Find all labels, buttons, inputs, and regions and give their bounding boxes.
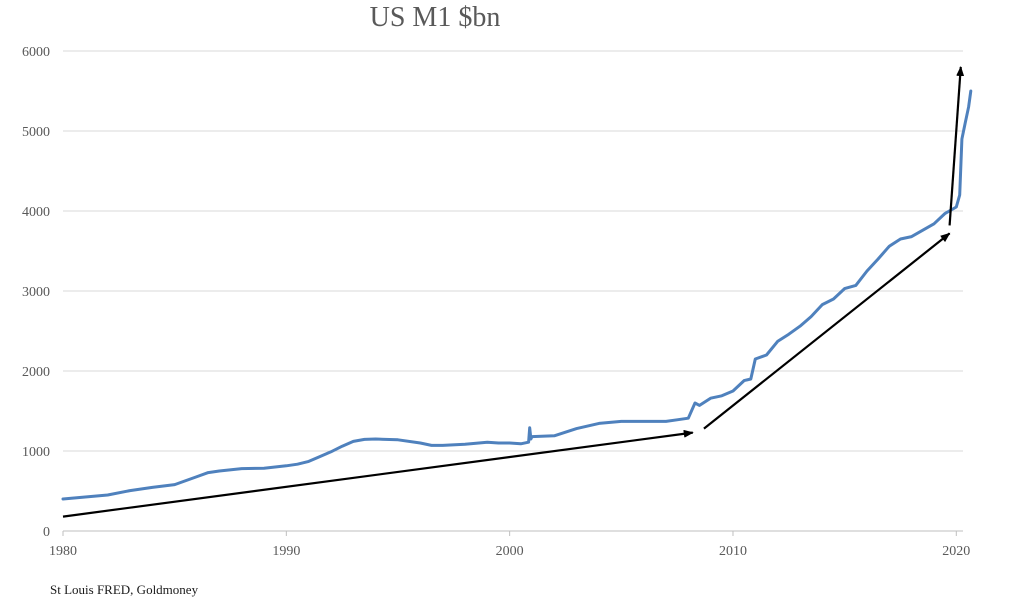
axes: 0 1000 2000 3000 4000 5000 6000 1980 1990 2000 201…	[22, 45, 970, 559]
y-tick-label: 6000	[22, 45, 50, 60]
y-tick-label: 5000	[22, 125, 50, 140]
y-tick-label: 3000	[22, 285, 50, 300]
x-tick-label: 1990	[272, 544, 300, 559]
annotation-arrows	[62, 66, 965, 518]
x-tick-label: 2020	[942, 544, 970, 559]
trend-arrow-3	[948, 66, 965, 226]
y-tick-label: 2000	[22, 365, 50, 380]
series-line-m1	[61, 89, 973, 501]
chart-title: US M1 $bn	[370, 2, 501, 33]
gridlines	[63, 50, 963, 452]
x-tick-label: 1980	[49, 544, 77, 559]
source-note: St Louis FRED, Goldmoney	[50, 582, 199, 597]
series-layer	[61, 89, 973, 501]
y-tick-label: 0	[43, 525, 50, 540]
x-tick-label: 2000	[496, 544, 524, 559]
x-tick-label: 2010	[719, 544, 747, 559]
trend-arrow-1	[62, 429, 694, 518]
trend-arrow-2	[703, 232, 951, 430]
y-tick-label: 4000	[22, 205, 50, 220]
y-tick-label: 1000	[22, 445, 50, 460]
